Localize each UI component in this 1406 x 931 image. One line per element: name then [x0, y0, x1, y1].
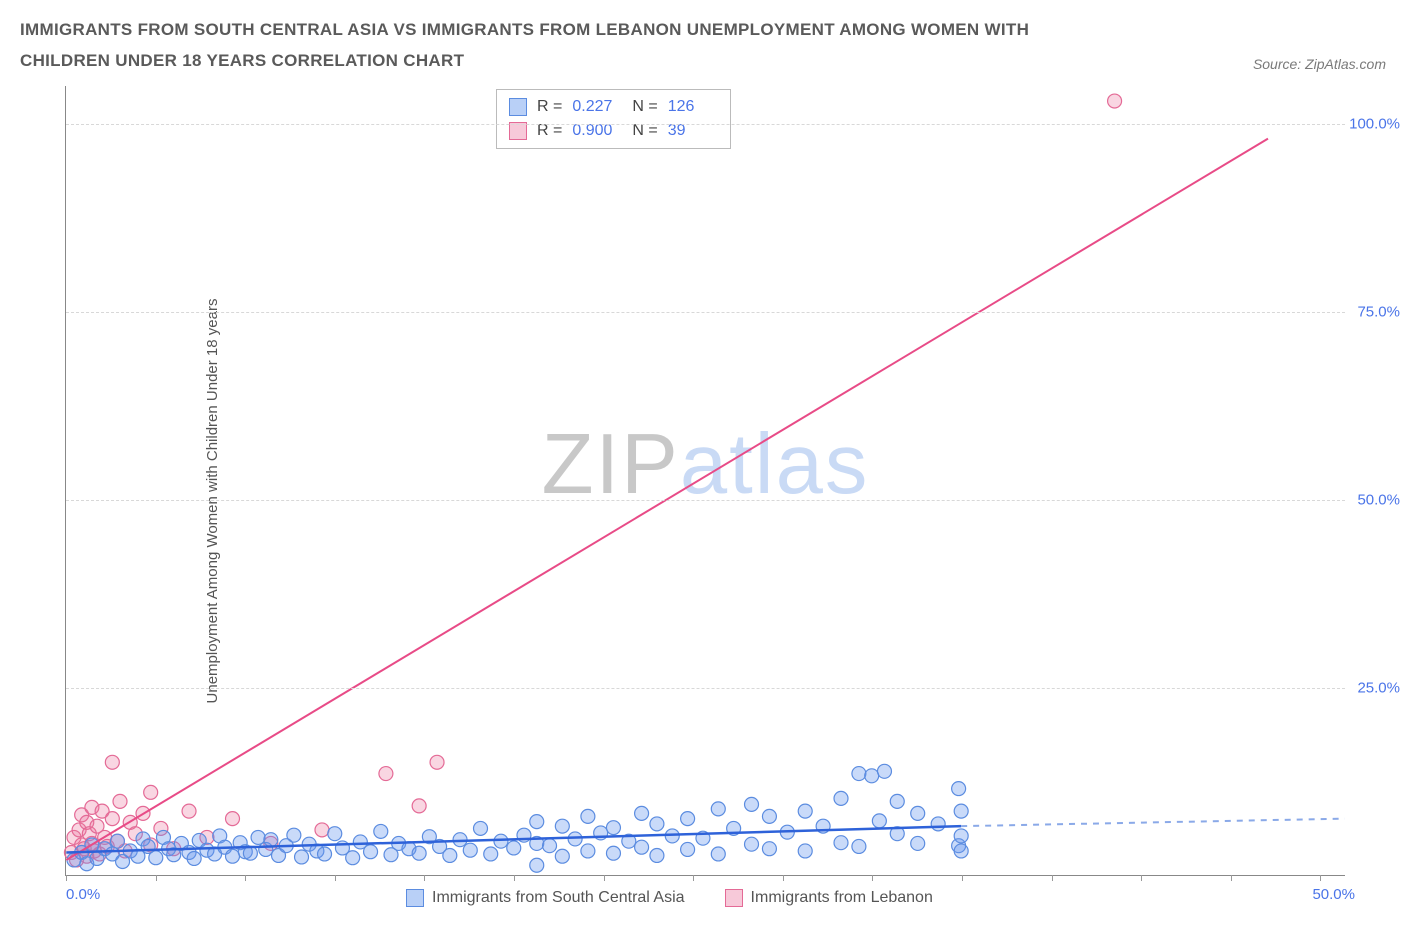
series-legend: Immigrants from South Central Asia Immig… [406, 889, 933, 907]
source-attribution: Source: ZipAtlas.com [1253, 56, 1386, 76]
legend-item-2: Immigrants from Lebanon [725, 889, 933, 907]
x-tick [693, 875, 694, 881]
chart-container: Unemployment Among Women with Children U… [20, 86, 1386, 916]
swatch-series1 [509, 98, 527, 116]
legend-item-1: Immigrants from South Central Asia [406, 889, 685, 907]
x-tick [604, 875, 605, 881]
swatch-bottom-1 [406, 889, 424, 907]
x-tick [514, 875, 515, 881]
y-tick-label: 100.0% [1349, 115, 1400, 132]
x-tick [245, 875, 246, 881]
x-tick [962, 875, 963, 881]
x-tick [1052, 875, 1053, 881]
x-tick [783, 875, 784, 881]
stats-legend: R = 0.227 N = 126 R = 0.900 N = 39 [496, 89, 731, 149]
swatch-bottom-2 [725, 889, 743, 907]
swatch-series2 [509, 122, 527, 140]
plot-area: ZIPatlas R = 0.227 N = 126 R = 0.900 N =… [65, 86, 1345, 876]
x-tick [1231, 875, 1232, 881]
chart-header: IMMIGRANTS FROM SOUTH CENTRAL ASIA VS IM… [20, 15, 1386, 76]
x-tick [424, 875, 425, 881]
y-tick-label: 75.0% [1357, 303, 1400, 320]
stats-row-1: R = 0.227 N = 126 [509, 95, 718, 119]
gridline [66, 124, 1345, 125]
scatter-svg [66, 86, 1345, 875]
gridline [66, 500, 1345, 501]
x-tick [335, 875, 336, 881]
gridline [66, 688, 1345, 689]
gridline [66, 312, 1345, 313]
x-tick [156, 875, 157, 881]
x-tick [66, 875, 67, 881]
x-tick [1320, 875, 1321, 881]
x-tick [872, 875, 873, 881]
x-max-label: 50.0% [1312, 886, 1355, 903]
stats-row-2: R = 0.900 N = 39 [509, 119, 718, 143]
y-tick-label: 50.0% [1357, 491, 1400, 508]
y-tick-label: 25.0% [1357, 680, 1400, 697]
x-tick [1141, 875, 1142, 881]
x-origin-label: 0.0% [66, 886, 100, 903]
chart-title: IMMIGRANTS FROM SOUTH CENTRAL ASIA VS IM… [20, 15, 1120, 76]
